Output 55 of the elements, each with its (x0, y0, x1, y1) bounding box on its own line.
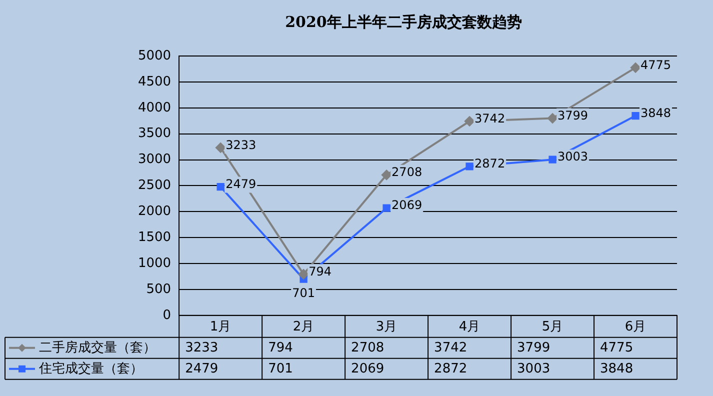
point (298, 269, 309, 280)
text: 2708 (351, 340, 384, 356)
point (632, 112, 640, 120)
point (548, 113, 558, 124)
x-tick-label: 6月 (624, 320, 646, 335)
text: 3848 (600, 361, 634, 376)
point (382, 170, 392, 180)
data-label: 701 (292, 286, 316, 300)
point (382, 204, 390, 212)
data-label: 2708 (392, 165, 422, 180)
data-label: 3003 (558, 150, 588, 164)
point (466, 162, 474, 170)
text: 2872 (434, 361, 468, 376)
text: 2069 (351, 361, 384, 376)
point (216, 182, 224, 191)
y-tick-label: 2500 (138, 178, 172, 194)
point (464, 116, 475, 126)
data-label: 3233 (226, 138, 256, 152)
text: 3003 (517, 361, 550, 376)
legend-label: 住宅成交量（套） (38, 360, 143, 376)
text: 701 (268, 361, 293, 376)
point (216, 142, 226, 153)
text: 3799 (517, 340, 550, 356)
y-tick-label: 3500 (138, 126, 172, 142)
data-label: 3742 (474, 111, 506, 126)
y-tick-label: 4000 (138, 100, 172, 116)
text: 2479 (185, 361, 218, 376)
y-tick-label: 5000 (138, 48, 172, 64)
y-tick-label: 2000 (138, 204, 172, 220)
y-tick-label: 500 (146, 282, 172, 297)
data-label: 2069 (392, 198, 422, 212)
y-tick-label: 0 (162, 308, 172, 323)
y-tick-label: 1500 (138, 230, 172, 245)
x-tick-label: 4月 (458, 320, 480, 335)
text: 794 (268, 340, 293, 356)
x-tick-label: 1月 (210, 320, 232, 335)
y-tick-label: 3000 (138, 152, 172, 168)
chart-title: 2020年上半年二手房成交套数趋势 (285, 12, 522, 31)
point (630, 62, 641, 73)
x-tick-label: 2月 (292, 320, 314, 335)
data-label: 4775 (640, 58, 672, 72)
data-label: 3848 (640, 106, 672, 120)
data-label: 794 (308, 264, 332, 278)
x-tick-label: 5月 (542, 320, 564, 335)
point (548, 156, 556, 164)
y-tick-label: 1000 (138, 256, 172, 271)
legend-label: 二手房成交量（套） (39, 339, 156, 356)
text: 3233 (185, 340, 218, 356)
text: 4775 (600, 340, 634, 356)
data-label: 3799 (558, 108, 588, 122)
y-tick-label: 4500 (138, 74, 172, 90)
text: 3742 (434, 340, 468, 356)
x-tick-label: 3月 (376, 320, 398, 335)
data-label: 2872 (474, 156, 506, 171)
data-label: 2479 (226, 176, 256, 191)
